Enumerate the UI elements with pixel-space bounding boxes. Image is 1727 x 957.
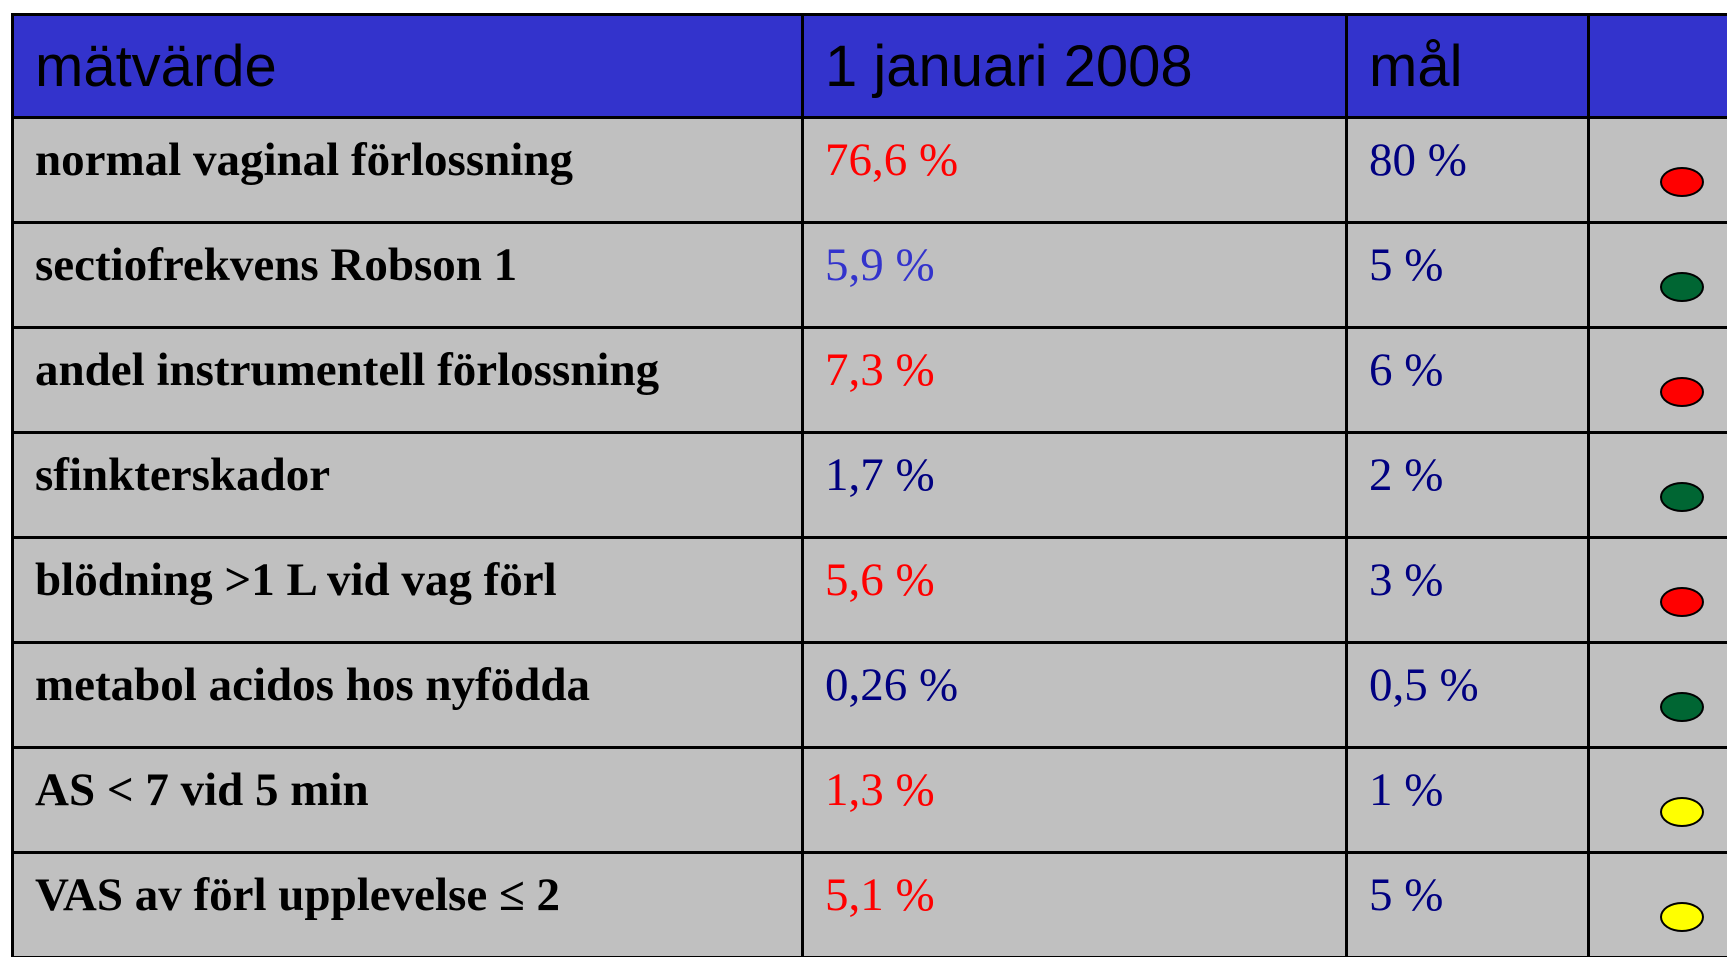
header-cell: 1 januari 2008 (804, 16, 1345, 116)
value-cell: 76,6 % (804, 119, 1345, 221)
status-dot (1660, 377, 1704, 407)
value-cell: 5,9 % (804, 224, 1345, 326)
label-cell: AS < 7 vid 5 min (14, 749, 801, 851)
value-cell: 7,3 % (804, 329, 1345, 431)
status-cell (1590, 434, 1727, 536)
header-cell (1590, 16, 1727, 116)
value-cell: 5,6 % (804, 539, 1345, 641)
goal-cell: 6 % (1348, 329, 1587, 431)
header-cell: mätvärde (14, 16, 801, 116)
value-cell: 1,7 % (804, 434, 1345, 536)
label-cell: normal vaginal förlossning (14, 119, 801, 221)
goal-cell: 80 % (1348, 119, 1587, 221)
label-cell: andel instrumentell förlossning (14, 329, 801, 431)
status-dot (1660, 587, 1704, 617)
goal-cell: 5 % (1348, 854, 1587, 956)
label-cell: sfinkterskador (14, 434, 801, 536)
header-cell: mål (1348, 16, 1587, 116)
status-cell (1590, 644, 1727, 746)
label-cell: blödning >1 L vid vag förl (14, 539, 801, 641)
label-cell: metabol acidos hos nyfödda (14, 644, 801, 746)
goal-cell: 2 % (1348, 434, 1587, 536)
status-dot (1660, 692, 1704, 722)
status-cell (1590, 224, 1727, 326)
status-cell (1590, 539, 1727, 641)
status-dot (1660, 272, 1704, 302)
status-cell (1590, 854, 1727, 956)
goal-cell: 5 % (1348, 224, 1587, 326)
value-cell: 0,26 % (804, 644, 1345, 746)
goal-cell: 0,5 % (1348, 644, 1587, 746)
status-cell (1590, 329, 1727, 431)
table: mätvärde 1 januari 2008 mål normal vaginal … (11, 13, 1727, 957)
value-cell: 1,3 % (804, 749, 1345, 851)
goal-cell: 1 % (1348, 749, 1587, 851)
status-dot (1660, 482, 1704, 512)
label-cell: VAS av förl upplevelse ≤ 2 (14, 854, 801, 956)
status-cell (1590, 749, 1727, 851)
label-cell: sectiofrekvens Robson 1 (14, 224, 801, 326)
status-dot (1660, 167, 1704, 197)
goal-cell: 3 % (1348, 539, 1587, 641)
status-dot (1660, 902, 1704, 932)
value-cell: 5,1 % (804, 854, 1345, 956)
status-dot (1660, 797, 1704, 827)
status-cell (1590, 119, 1727, 221)
